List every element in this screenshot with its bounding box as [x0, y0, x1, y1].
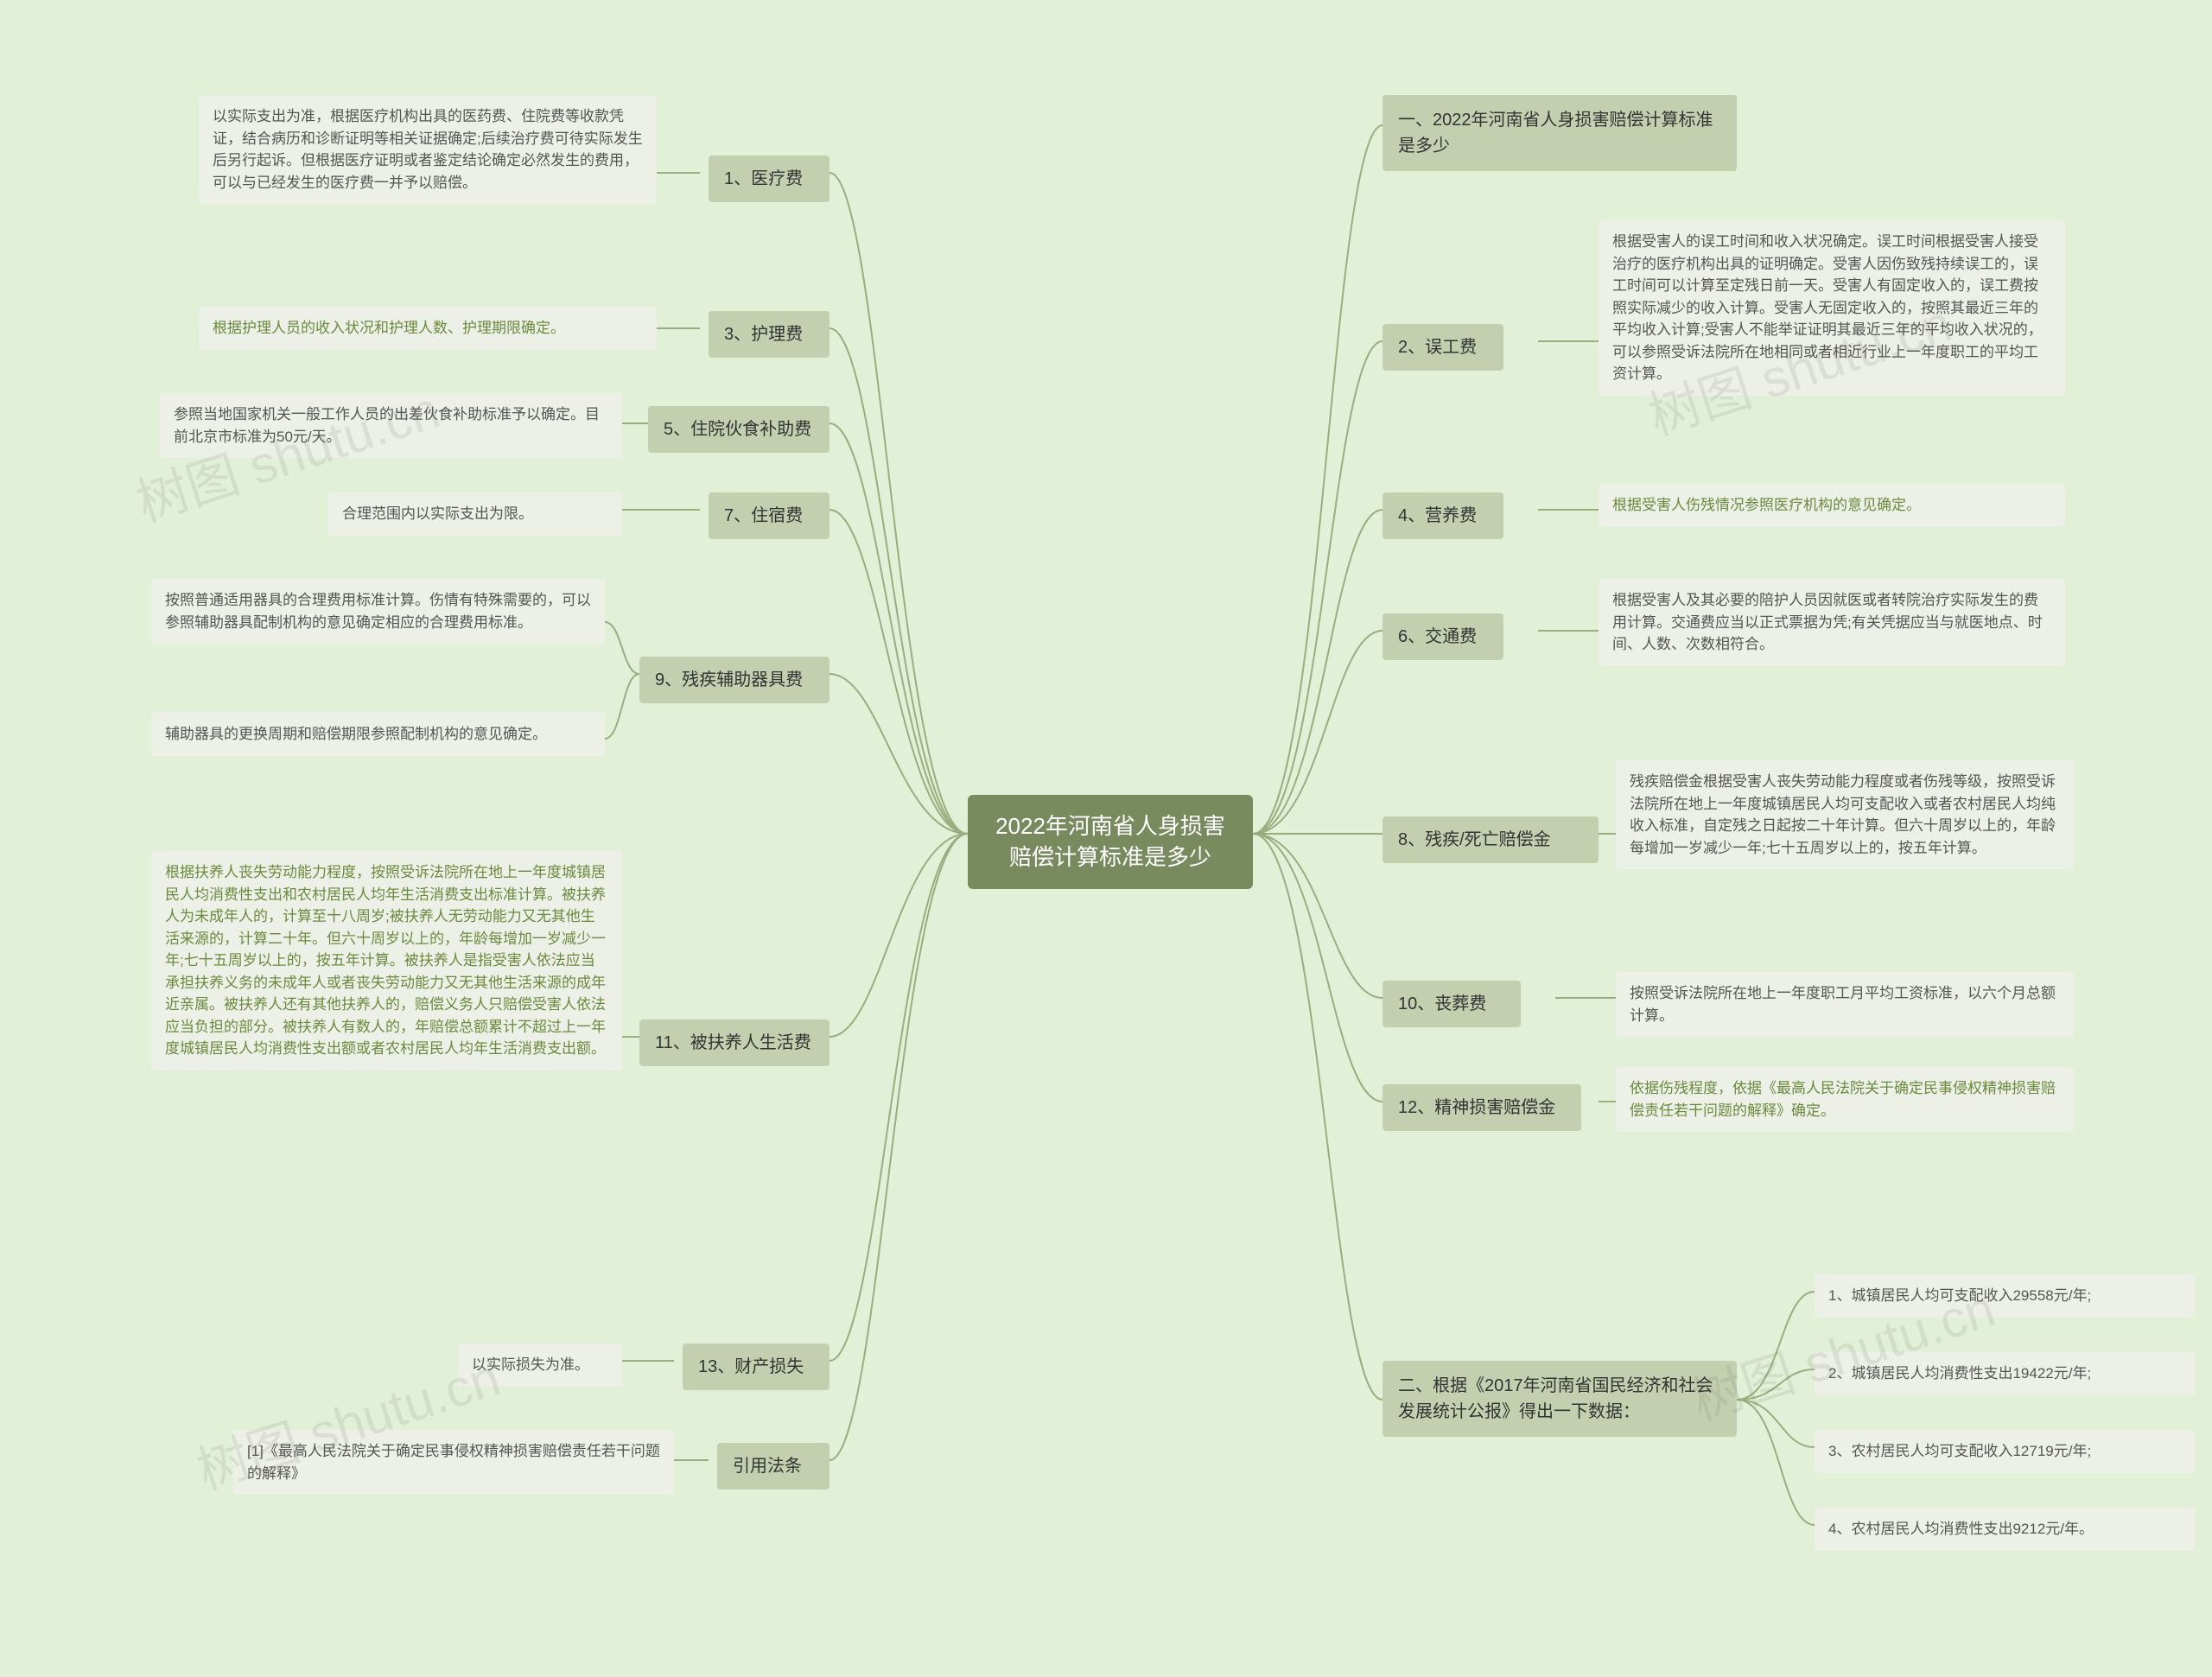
branch-8: 8、残疾/死亡赔偿金	[1382, 816, 1599, 863]
leaf-ref: [1]《最高人民法院关于确定民事侵权精神损害赔偿责任若干问题的解释》	[233, 1430, 674, 1495]
leaf-9b: 辅助器具的更换周期和赔偿期限参照配制机构的意见确定。	[151, 713, 605, 756]
leaf-3: 根据护理人员的收入状况和护理人数、护理期限确定。	[199, 307, 657, 350]
branch-10: 10、丧葬费	[1382, 981, 1521, 1027]
section-1: 一、2022年河南省人身损害赔偿计算标准是多少	[1382, 95, 1737, 171]
leaf-10: 按照受诉法院所在地上一年度职工月平均工资标准，以六个月总额计算。	[1616, 972, 2074, 1037]
branch-6: 6、交通费	[1382, 613, 1503, 660]
leaf-9a: 按照普通适用器具的合理费用标准计算。伤情有特殊需要的，可以参照辅助器具配制机构的…	[151, 579, 605, 644]
branch-4: 4、营养费	[1382, 492, 1503, 539]
branch-2: 2、误工费	[1382, 324, 1503, 371]
branch-1: 1、医疗费	[709, 156, 830, 202]
leaf-6: 根据受害人及其必要的陪护人员因就医或者转院治疗实际发生的费用计算。交通费应当以正…	[1599, 579, 2065, 666]
branch-7: 7、住宿费	[709, 492, 830, 539]
leaf-13: 以实际损失为准。	[458, 1344, 622, 1387]
stat-4: 4、农村居民人均消费性支出9212元/年。	[1815, 1508, 2195, 1551]
leaf-1: 以实际支出为准，根据医疗机构出具的医药费、住院费等收款凭证，结合病历和诊断证明等…	[199, 95, 657, 204]
branch-5: 5、住院伙食补助费	[648, 406, 830, 453]
stat-1: 1、城镇居民人均可支配收入29558元/年;	[1815, 1274, 2195, 1318]
branch-11: 11、被扶养人生活费	[639, 1020, 830, 1066]
center-node: 2022年河南省人身损害赔偿计算标准是多少	[968, 795, 1253, 889]
branch-13: 13、财产损失	[683, 1344, 830, 1390]
stat-3: 3、农村居民人均可支配收入12719元/年;	[1815, 1430, 2195, 1473]
stat-2: 2、城镇居民人均消费性支出19422元/年;	[1815, 1352, 2195, 1395]
branch-12: 12、精神损害赔偿金	[1382, 1084, 1581, 1131]
section-2: 二、根据《2017年河南省国民经济和社会发展统计公报》得出一下数据：	[1382, 1361, 1737, 1437]
leaf-5: 参照当地国家机关一般工作人员的出差伙食补助标准予以确定。目前北京市标准为50元/…	[160, 393, 622, 458]
leaf-12: 依据伤残程度，依据《最高人民法院关于确定民事侵权精神损害赔偿责任若干问题的解释》…	[1616, 1067, 2074, 1132]
leaf-2: 根据受害人的误工时间和收入状况确定。误工时间根据受害人接受治疗的医疗机构出具的证…	[1599, 220, 2065, 396]
leaf-11: 根据扶养人丧失劳动能力程度，按照受诉法院所在地上一年度城镇居民人均消费性支出和农…	[151, 851, 622, 1070]
leaf-8: 残疾赔偿金根据受害人丧失劳动能力程度或者伤残等级，按照受诉法院所在地上一年度城镇…	[1616, 760, 2074, 869]
branch-3: 3、护理费	[709, 311, 830, 358]
leaf-4: 根据受害人伤残情况参照医疗机构的意见确定。	[1599, 484, 2065, 527]
branch-9: 9、残疾辅助器具费	[639, 657, 830, 703]
leaf-7: 合理范围内以实际支出为限。	[328, 492, 622, 536]
branch-ref: 引用法条	[717, 1443, 830, 1490]
